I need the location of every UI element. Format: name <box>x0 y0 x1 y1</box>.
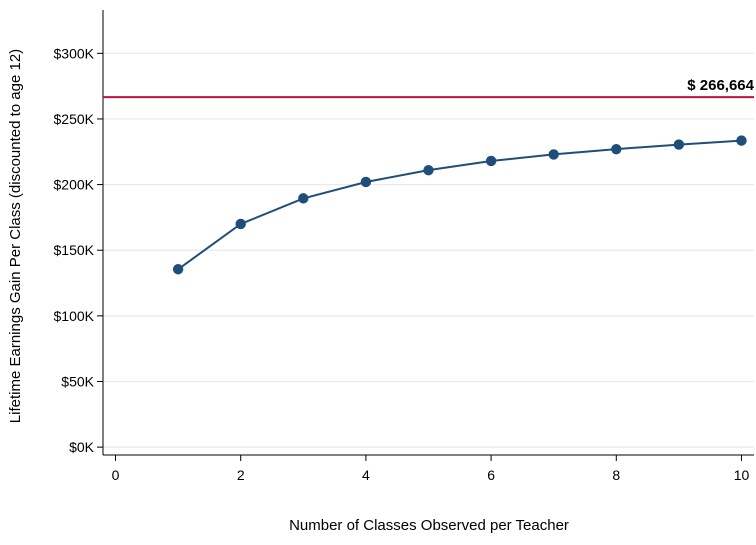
x-tick-label: 10 <box>734 467 750 483</box>
data-point <box>736 135 747 146</box>
gridlines <box>103 52 754 448</box>
x-axis-label: Number of Classes Observed per Teacher <box>289 517 569 534</box>
y-tick-label: $200K <box>54 177 95 193</box>
data-point <box>548 149 559 160</box>
y-tick-label: $150K <box>54 242 95 258</box>
data-point <box>673 139 685 150</box>
data-point <box>235 218 246 230</box>
y-tick-label: $0K <box>69 439 95 455</box>
y-tick-label: $300K <box>54 45 95 61</box>
data-point <box>298 193 309 204</box>
data-point <box>611 143 622 155</box>
x-tick-label: 0 <box>112 467 120 483</box>
reference-line-label: $ 266,664 <box>687 77 754 94</box>
y-axis-label: Lifetime Earnings Gain Per Class (discou… <box>7 49 24 423</box>
x-tick-label: 4 <box>362 467 370 483</box>
axes: $0K $50K $100K $150K $200K $250K $300K 0 2 4 6 8 10 <box>54 10 754 483</box>
series-line <box>177 139 742 271</box>
reference-line-group: $ 266,664 <box>103 77 755 99</box>
data-point <box>172 264 184 275</box>
x-tick-label: 6 <box>487 467 495 483</box>
y-tick-label: $250K <box>54 111 95 127</box>
x-tick-label: 8 <box>612 467 620 483</box>
y-tick-label: $50K <box>61 373 94 389</box>
series-group <box>172 135 747 275</box>
data-point <box>360 176 372 188</box>
y-tick-label: $100K <box>54 308 95 324</box>
x-tick-label: 2 <box>237 467 245 483</box>
data-point <box>423 164 434 176</box>
data-point <box>485 155 497 167</box>
